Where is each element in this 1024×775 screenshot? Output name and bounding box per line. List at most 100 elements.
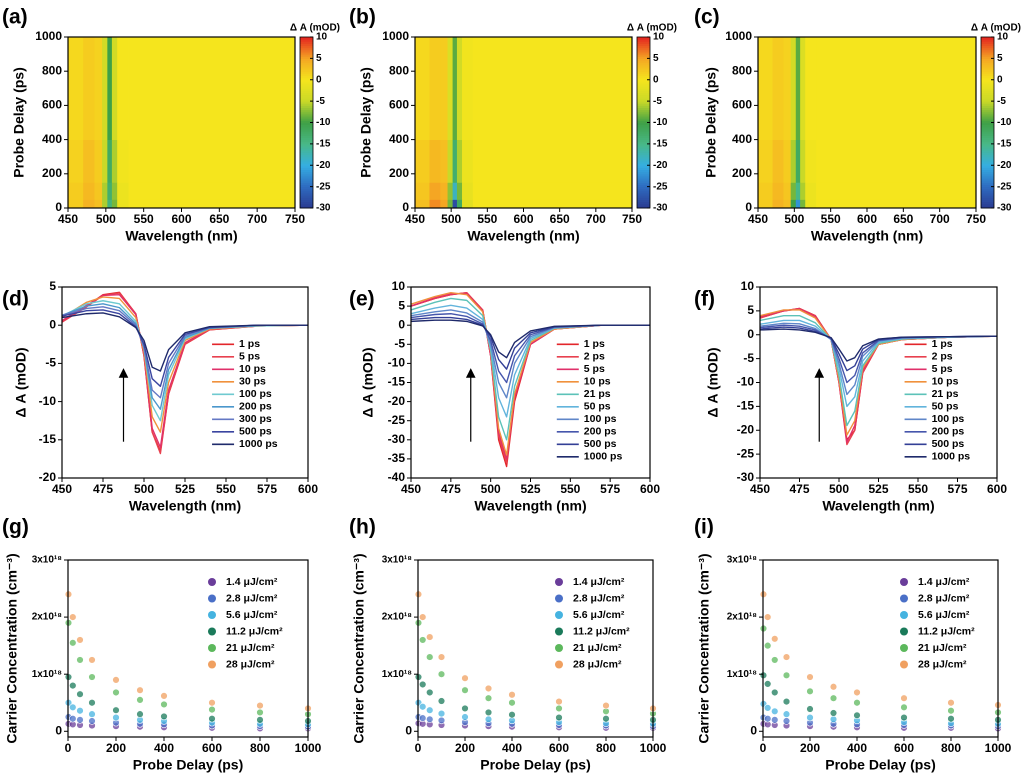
- heat-cell: [68, 139, 84, 183]
- legend-label: 30 ps: [239, 376, 266, 388]
- legend-marker: [208, 594, 216, 603]
- colorbar-segment: [300, 146, 313, 149]
- colorbar-segment: [637, 135, 650, 138]
- colorbar-segment: [981, 131, 994, 134]
- heat-cell: [94, 199, 103, 209]
- x-tick-label: 650: [893, 212, 913, 226]
- legend-label: 100 ps: [932, 413, 965, 425]
- colorbar-tick-label: -5: [653, 96, 662, 107]
- x-tick-label: 400: [154, 741, 174, 755]
- colorbar-segment: [981, 128, 994, 132]
- legend-label: 100 ps: [584, 413, 617, 425]
- colorbar-segment: [300, 139, 313, 143]
- y-tick-label: 0: [398, 317, 405, 331]
- spectrum-line: [61, 312, 308, 372]
- data-point: [112, 713, 120, 722]
- heat-cell: [772, 139, 784, 183]
- legend-label: 21 μJ/cm²: [918, 642, 967, 654]
- colorbar-segment: [981, 175, 994, 179]
- y-tick-label: -35: [388, 451, 406, 465]
- y-tick-label: -5: [743, 351, 754, 365]
- heat-cell: [758, 199, 773, 209]
- colorbar-segment: [300, 75, 313, 79]
- y-tick-label: -15: [39, 432, 57, 446]
- data-point: [437, 709, 446, 718]
- x-axis-title: Wavelength (nm): [474, 498, 586, 514]
- legend-label: 2 ps: [584, 351, 605, 363]
- colorbar-tick-label: 10: [997, 32, 1009, 43]
- legend-marker: [555, 644, 563, 652]
- panel-label: (g): [2, 516, 29, 539]
- colorbar-segment: [637, 47, 650, 51]
- legend-label: 5.6 μJ/cm²: [918, 609, 970, 621]
- data-point: [763, 715, 772, 723]
- x-tick-label: 550: [477, 212, 497, 226]
- x-tick-label: 525: [175, 482, 195, 496]
- spectrum-line: [759, 314, 998, 427]
- colorbar-segment: [637, 101, 650, 104]
- y-tick-label: -5: [394, 336, 405, 350]
- colorbar-segment: [981, 118, 994, 121]
- legend-label: 1.4 μJ/cm²: [226, 576, 278, 588]
- colorbar-segment: [637, 94, 650, 98]
- data-point: [806, 713, 814, 722]
- data-point: [76, 707, 84, 715]
- heat-cell: [429, 37, 441, 140]
- heat-cell: [783, 139, 792, 183]
- colorbar-tick-label: -5: [316, 96, 325, 107]
- data-point: [947, 699, 955, 707]
- x-tick-label: 475: [93, 482, 113, 496]
- colorbar-segment: [637, 137, 650, 141]
- colorbar-segment: [637, 86, 650, 89]
- colorbar-segment: [637, 58, 650, 62]
- colorbar-segment: [300, 197, 313, 200]
- legend-label: 10 ps: [239, 363, 266, 375]
- y-tick-label: 0: [402, 200, 409, 214]
- colorbar-segment: [981, 139, 994, 143]
- heat-cell: [107, 37, 113, 140]
- colorbar-segment: [300, 131, 313, 134]
- y-axis-title: Probe Delay (ps): [11, 67, 27, 177]
- legend-label: 2.8 μJ/cm²: [918, 592, 970, 604]
- heat-cell: [102, 139, 108, 183]
- x-tick-label: 550: [821, 212, 841, 226]
- legend-marker: [208, 644, 216, 652]
- x-tick-label: 600: [549, 741, 569, 755]
- x-axis-title: Probe Delay (ps): [480, 757, 590, 773]
- heat-cell: [68, 199, 84, 209]
- data-point: [76, 656, 84, 664]
- colorbar-segment: [981, 124, 994, 128]
- data-point: [461, 686, 469, 694]
- colorbar-segment: [981, 107, 994, 111]
- legend-label: 28 μJ/cm²: [573, 658, 622, 670]
- colorbar-tick-label: -30: [316, 203, 331, 214]
- x-tick-label: 0: [760, 741, 767, 755]
- heat-cell: [440, 182, 448, 200]
- colorbar-segment: [300, 167, 313, 171]
- colorbar-segment: [637, 62, 650, 66]
- colorbar-segment: [981, 154, 994, 158]
- x-axis-title: Wavelength (nm): [125, 228, 237, 244]
- colorbar-segment: [981, 73, 994, 76]
- data-point: [829, 683, 838, 691]
- heat-cell: [805, 37, 817, 140]
- colorbar-segment: [637, 146, 650, 149]
- data-point: [426, 715, 434, 723]
- colorbar-segment: [637, 150, 650, 153]
- y-axis-title: Carrier Concentration (cm⁻³): [696, 553, 712, 743]
- colorbar-segment: [300, 165, 313, 168]
- colorbar-segment: [300, 184, 313, 188]
- colorbar-segment: [300, 124, 313, 128]
- data-point: [508, 711, 516, 719]
- heat-cell: [94, 182, 103, 200]
- y-tick-label: 800: [732, 63, 752, 77]
- colorbar-segment: [637, 148, 650, 151]
- colorbar-segment: [981, 56, 994, 59]
- colorbar-segment: [637, 109, 650, 113]
- colorbar-tick-label: -10: [316, 117, 331, 128]
- data-point: [419, 703, 427, 711]
- colorbar-segment: [637, 133, 650, 136]
- colorbar-segment: [981, 146, 994, 149]
- heat-cell: [447, 139, 454, 183]
- heat-cell: [107, 199, 113, 209]
